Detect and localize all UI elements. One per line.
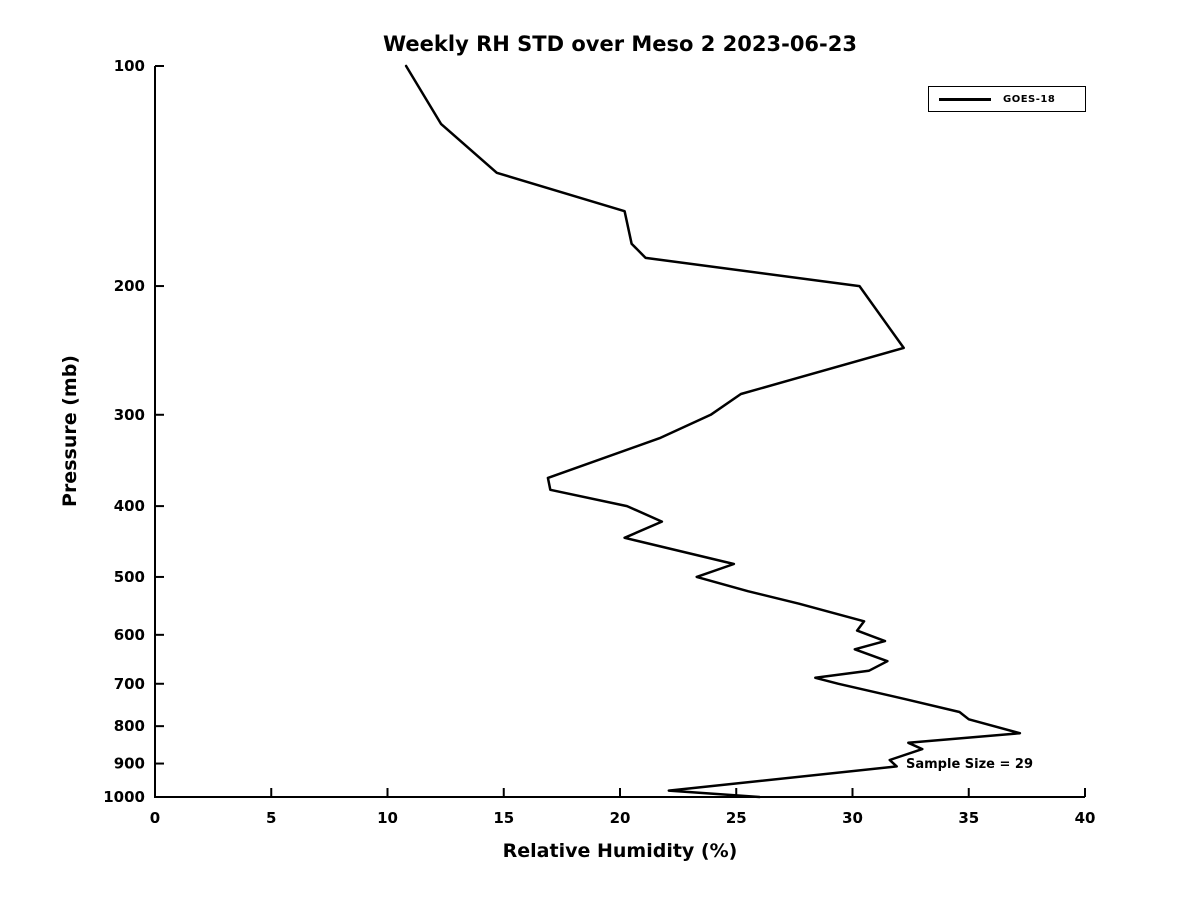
x-axis-label: Relative Humidity (%) — [502, 840, 738, 862]
legend-line-sample — [939, 97, 991, 101]
x-tick-label: 5 — [266, 809, 276, 827]
axis-lines — [154, 66, 1085, 798]
x-tick-label: 25 — [726, 809, 747, 827]
x-tick-label: 10 — [377, 809, 398, 827]
series-line-goes-18 — [404, 64, 1022, 799]
y-tick-label: 1000 — [103, 788, 145, 806]
x-tick-label: 0 — [150, 809, 160, 827]
x-tick-label: 30 — [842, 809, 863, 827]
y-tick-label: 400 — [114, 497, 145, 515]
chart-title: Weekly RH STD over Meso 2 2023-06-23 — [383, 32, 857, 56]
y-tick-label: 500 — [114, 568, 145, 586]
x-tick-label: 35 — [958, 809, 979, 827]
y-tick-label: 800 — [114, 717, 145, 735]
y-tick-label: 300 — [114, 406, 145, 424]
y-tick-label: 700 — [114, 675, 145, 693]
x-tick-label: 20 — [610, 809, 631, 827]
x-tick-label: 15 — [493, 809, 514, 827]
y-tick-label: 900 — [114, 755, 145, 773]
y-tick-label: 200 — [114, 277, 145, 295]
legend-label: GOES-18 — [1003, 93, 1056, 105]
y-tick-label: 100 — [114, 57, 145, 75]
y-tick-label: 600 — [114, 626, 145, 644]
legend: GOES-18 — [928, 86, 1086, 112]
x-tick-label: 40 — [1075, 809, 1096, 827]
sample-size-annotation: Sample Size = 29 — [906, 757, 1034, 772]
